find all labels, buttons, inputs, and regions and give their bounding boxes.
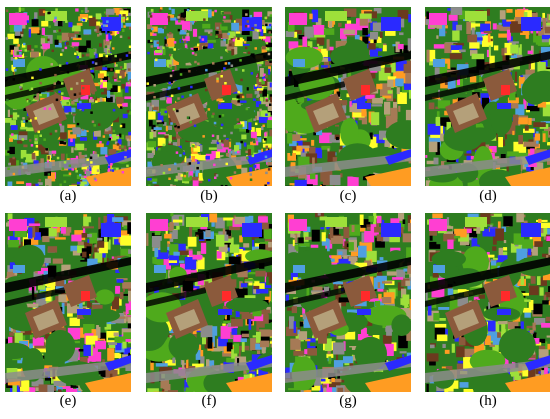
classification-map-b bbox=[146, 7, 272, 186]
panel-caption: (c) bbox=[339, 188, 357, 204]
map-image bbox=[146, 213, 272, 392]
classification-map-a bbox=[5, 7, 131, 186]
panel-caption: (g) bbox=[339, 393, 357, 409]
map-image bbox=[146, 7, 272, 186]
classification-map-h bbox=[425, 213, 550, 392]
map-image bbox=[285, 7, 411, 186]
map-image bbox=[5, 7, 131, 186]
panel-caption: (a) bbox=[59, 188, 77, 204]
panel-caption: (h) bbox=[479, 393, 497, 409]
panel-caption: (d) bbox=[479, 188, 497, 204]
panel-caption: (b) bbox=[200, 188, 218, 204]
classification-map-g bbox=[285, 213, 411, 392]
classification-map-c bbox=[285, 7, 411, 186]
map-image bbox=[425, 213, 550, 392]
map-image bbox=[285, 213, 411, 392]
classification-map-d bbox=[425, 7, 550, 186]
panel-caption: (e) bbox=[59, 393, 77, 409]
panel-caption: (f) bbox=[201, 393, 217, 409]
map-image bbox=[5, 213, 131, 392]
map-image bbox=[425, 7, 550, 186]
classification-map-f bbox=[146, 213, 272, 392]
classification-map-e bbox=[5, 213, 131, 392]
